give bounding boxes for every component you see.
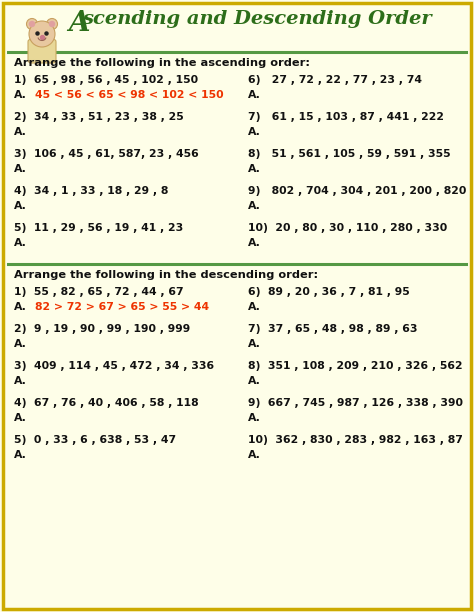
Text: 1)  55 , 82 , 65 , 72 , 44 , 67: 1) 55 , 82 , 65 , 72 , 44 , 67 [14, 287, 183, 297]
Text: A.: A. [14, 450, 27, 460]
Text: A.: A. [248, 339, 261, 349]
Text: A.: A. [248, 127, 261, 137]
Text: A.: A. [248, 238, 261, 248]
Text: A.: A. [248, 376, 261, 386]
Text: A.: A. [14, 238, 27, 248]
Circle shape [46, 18, 57, 29]
Text: 8)   51 , 561 , 105 , 59 , 591 , 355: 8) 51 , 561 , 105 , 59 , 591 , 355 [248, 149, 451, 159]
Text: 1)  65 , 98 , 56 , 45 , 102 , 150: 1) 65 , 98 , 56 , 45 , 102 , 150 [14, 75, 198, 85]
Text: A.: A. [14, 201, 27, 211]
Text: 9)  667 , 745 , 987 , 126 , 338 , 390: 9) 667 , 745 , 987 , 126 , 338 , 390 [248, 398, 463, 408]
Text: 9)   802 , 704 , 304 , 201 , 200 , 820: 9) 802 , 704 , 304 , 201 , 200 , 820 [248, 186, 466, 196]
Text: A.: A. [14, 90, 27, 100]
Text: 2)  34 , 33 , 51 , 23 , 38 , 25: 2) 34 , 33 , 51 , 23 , 38 , 25 [14, 112, 184, 122]
Text: A.: A. [248, 413, 261, 423]
Text: 4)  34 , 1 , 33 , 18 , 29 , 8: 4) 34 , 1 , 33 , 18 , 29 , 8 [14, 186, 168, 196]
FancyBboxPatch shape [3, 3, 471, 609]
Text: A.: A. [14, 376, 27, 386]
Text: A.: A. [248, 201, 261, 211]
Circle shape [29, 21, 35, 27]
Text: A.: A. [248, 164, 261, 174]
Text: 3)  106 , 45 , 61, 587, 23 , 456: 3) 106 , 45 , 61, 587, 23 , 456 [14, 149, 199, 159]
Text: Arrange the following in the descending order:: Arrange the following in the descending … [14, 270, 318, 280]
Text: A.: A. [14, 339, 27, 349]
Text: 5)  11 , 29 , 56 , 19 , 41 , 23: 5) 11 , 29 , 56 , 19 , 41 , 23 [14, 223, 183, 233]
Text: 7)  37 , 65 , 48 , 98 , 89 , 63: 7) 37 , 65 , 48 , 98 , 89 , 63 [248, 324, 418, 334]
Text: 5)  0 , 33 , 6 , 638 , 53 , 47: 5) 0 , 33 , 6 , 638 , 53 , 47 [14, 435, 176, 445]
Text: 3)  409 , 114 , 45 , 472 , 34 , 336: 3) 409 , 114 , 45 , 472 , 34 , 336 [14, 361, 214, 371]
Circle shape [27, 18, 37, 29]
Circle shape [49, 21, 55, 27]
Circle shape [29, 21, 55, 47]
Text: 7)   61 , 15 , 103 , 87 , 441 , 222: 7) 61 , 15 , 103 , 87 , 441 , 222 [248, 112, 444, 122]
Text: 4)  67 , 76 , 40 , 406 , 58 , 118: 4) 67 , 76 , 40 , 406 , 58 , 118 [14, 398, 199, 408]
Text: A.: A. [248, 302, 261, 312]
Text: 6)   27 , 72 , 22 , 77 , 23 , 74: 6) 27 , 72 , 22 , 77 , 23 , 74 [248, 75, 422, 85]
Text: A.: A. [248, 450, 261, 460]
Text: A.: A. [14, 302, 27, 312]
Text: 8)  351 , 108 , 209 , 210 , 326 , 562: 8) 351 , 108 , 209 , 210 , 326 , 562 [248, 361, 463, 371]
Text: A.: A. [248, 90, 261, 100]
Text: 10)  362 , 830 , 283 , 982 , 163 , 87: 10) 362 , 830 , 283 , 982 , 163 , 87 [248, 435, 463, 445]
Text: Arrange the following in the ascending order:: Arrange the following in the ascending o… [14, 58, 310, 68]
Text: 2)  9 , 19 , 90 , 99 , 190 , 999: 2) 9 , 19 , 90 , 99 , 190 , 999 [14, 324, 190, 334]
Text: A.: A. [14, 413, 27, 423]
Text: A: A [68, 10, 90, 37]
Text: 10)  20 , 80 , 30 , 110 , 280 , 330: 10) 20 , 80 , 30 , 110 , 280 , 330 [248, 223, 447, 233]
Text: A.: A. [14, 127, 27, 137]
FancyBboxPatch shape [28, 39, 56, 63]
Text: 6)  89 , 20 , 36 , 7 , 81 , 95: 6) 89 , 20 , 36 , 7 , 81 , 95 [248, 287, 410, 297]
Text: scending and Descending Order: scending and Descending Order [82, 10, 432, 28]
Text: 45 < 56 < 65 < 98 < 102 < 150: 45 < 56 < 65 < 98 < 102 < 150 [35, 90, 224, 100]
Text: A.: A. [14, 164, 27, 174]
Text: 82 > 72 > 67 > 65 > 55 > 44: 82 > 72 > 67 > 65 > 55 > 44 [35, 302, 209, 312]
